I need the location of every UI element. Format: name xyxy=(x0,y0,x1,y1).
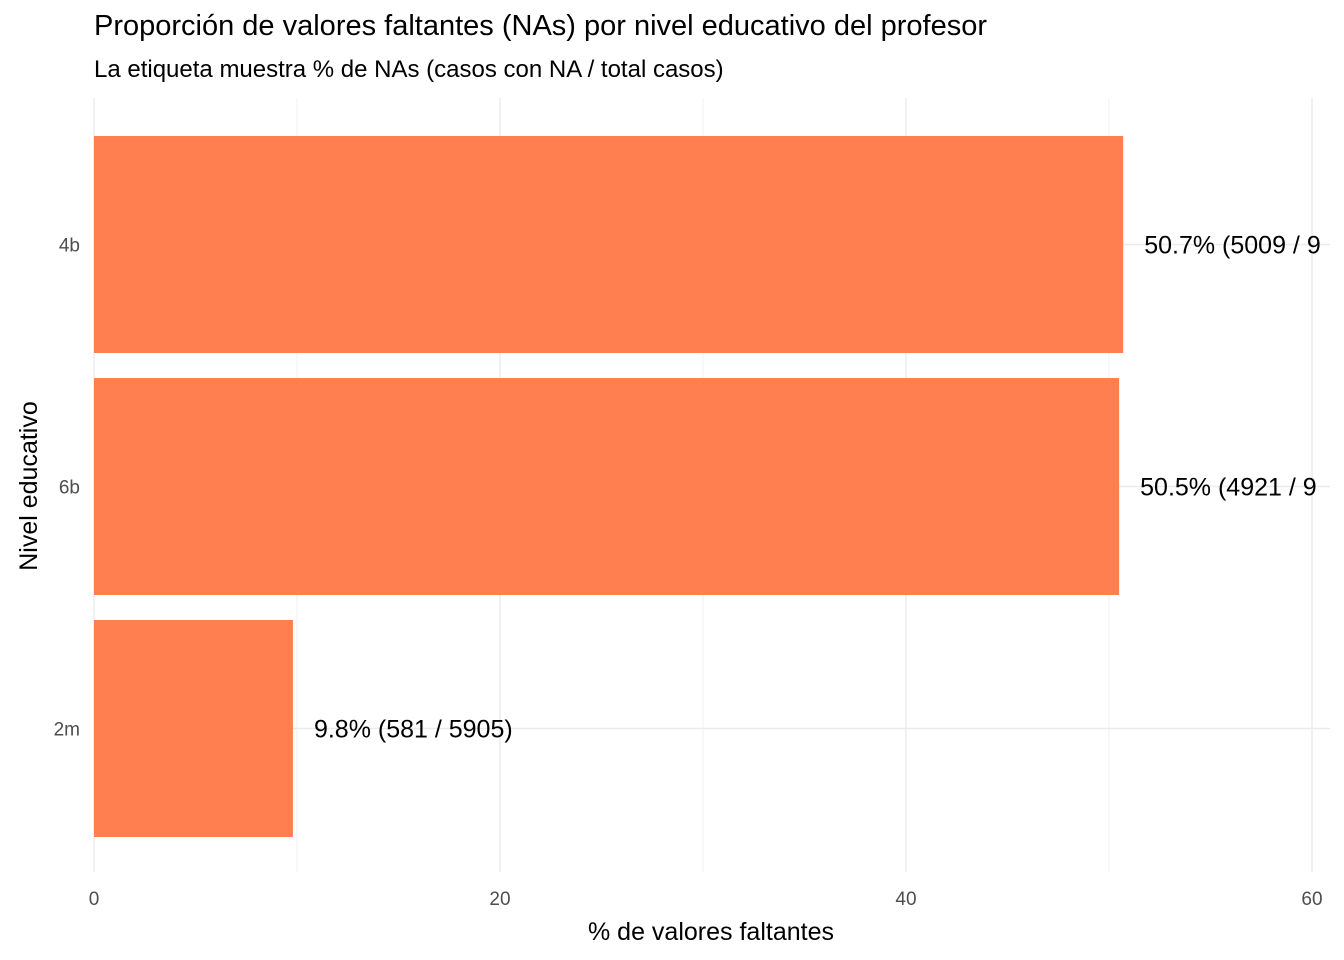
y-axis-ticks: 4b 6b 2m xyxy=(54,236,80,741)
bar-4b xyxy=(94,136,1124,353)
y-axis-title: Nivel educativo xyxy=(15,401,43,571)
y-tick-label-4b: 4b xyxy=(59,236,80,257)
x-tick-label-40: 40 xyxy=(895,889,916,910)
chart-subtitle: La etiqueta muestra % de NAs (casos con … xyxy=(94,56,724,83)
x-axis-ticks: 0 20 40 60 xyxy=(89,889,1323,910)
bar-6b xyxy=(94,378,1120,595)
bars xyxy=(94,136,1124,837)
data-labels: 50.7% (5009 / 9 50.5% (4921 / 9 9.8% (581 … xyxy=(314,232,1321,744)
y-tick-label-2m: 2m xyxy=(54,720,80,741)
x-tick-label-20: 20 xyxy=(489,889,510,910)
x-tick-label-0: 0 xyxy=(89,889,100,910)
bar-2m xyxy=(94,620,293,837)
x-tick-label-60: 60 xyxy=(1301,889,1322,910)
data-label-4b: 50.7% (5009 / 9 xyxy=(1144,232,1321,260)
x-axis-title: % de valores faltantes xyxy=(588,918,834,946)
y-tick-label-6b: 6b xyxy=(59,478,80,499)
chart-title: Proporción de valores faltantes (NAs) po… xyxy=(94,10,988,42)
data-label-2m: 9.8% (581 / 5905) xyxy=(314,716,513,744)
data-label-6b: 50.5% (4921 / 9 xyxy=(1140,474,1317,502)
